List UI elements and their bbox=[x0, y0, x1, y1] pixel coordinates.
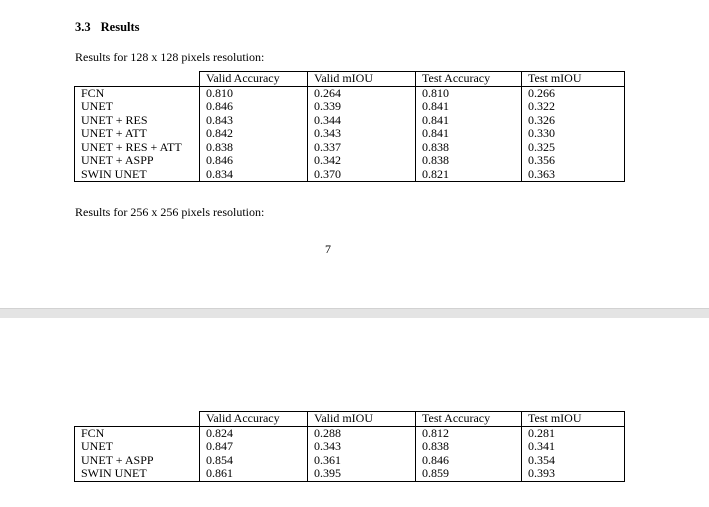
metric-cell: 0.810 bbox=[415, 86, 522, 100]
table-caption-256: Results for 256 x 256 pixels resolution: bbox=[75, 205, 265, 219]
header-cell: Valid mIOU bbox=[307, 411, 416, 427]
table-header-row: Valid Accuracy Valid mIOU Test Accuracy Tes… bbox=[74, 411, 625, 427]
document-page-2: Valid Accuracy Valid mIOU Test Accuracy Tes… bbox=[0, 318, 709, 507]
metric-cell: 0.363 bbox=[521, 167, 625, 182]
table-caption-128: Results for 128 x 128 pixels resolution: bbox=[75, 50, 265, 64]
model-name-cell: SWIN UNET bbox=[74, 466, 200, 482]
table-row: UNET + ASPP 0.854 0.361 0.846 0.354 bbox=[74, 453, 625, 467]
metric-cell: 0.343 bbox=[307, 439, 416, 454]
header-cell: Test mIOU bbox=[521, 71, 625, 87]
header-cell: Valid Accuracy bbox=[199, 71, 308, 87]
table-row: SWIN UNET 0.861 0.395 0.859 0.393 bbox=[74, 466, 625, 482]
metric-cell: 0.854 bbox=[199, 453, 308, 467]
metric-cell: 0.337 bbox=[307, 140, 416, 154]
metric-cell: 0.344 bbox=[307, 113, 416, 127]
model-name-cell: UNET + RES bbox=[74, 113, 200, 127]
metric-cell: 0.841 bbox=[415, 113, 522, 127]
metric-cell: 0.326 bbox=[521, 113, 625, 127]
header-cell: Valid mIOU bbox=[307, 71, 416, 87]
table-row: UNET + ATT 0.842 0.343 0.841 0.330 bbox=[74, 126, 625, 141]
metric-cell: 0.354 bbox=[521, 453, 625, 467]
metric-cell: 0.861 bbox=[199, 466, 308, 482]
section-title: Results bbox=[100, 20, 140, 34]
metric-cell: 0.330 bbox=[521, 126, 625, 141]
metric-cell: 0.838 bbox=[199, 140, 308, 154]
metric-cell: 0.266 bbox=[521, 86, 625, 100]
page-number: 7 bbox=[325, 242, 331, 256]
metric-cell: 0.288 bbox=[307, 426, 416, 440]
metric-cell: 0.843 bbox=[199, 113, 308, 127]
metric-cell: 0.824 bbox=[199, 426, 308, 440]
metric-cell: 0.281 bbox=[521, 426, 625, 440]
model-name-cell: UNET bbox=[74, 439, 200, 454]
model-name-cell: FCN bbox=[74, 85, 200, 100]
metric-cell: 0.842 bbox=[199, 126, 308, 141]
header-cell: Test Accuracy bbox=[415, 411, 522, 427]
metric-cell: 0.838 bbox=[415, 140, 522, 154]
metric-cell: 0.846 bbox=[199, 153, 308, 168]
header-cell-blank bbox=[74, 411, 200, 427]
metric-cell: 0.325 bbox=[521, 140, 625, 154]
metric-cell: 0.361 bbox=[307, 453, 416, 467]
metric-cell: 0.393 bbox=[521, 466, 625, 482]
metric-cell: 0.370 bbox=[307, 167, 416, 182]
metric-cell: 0.342 bbox=[307, 153, 416, 168]
metric-cell: 0.847 bbox=[199, 439, 308, 454]
model-name-cell: UNET bbox=[74, 99, 200, 114]
metric-cell: 0.859 bbox=[415, 466, 522, 482]
header-cell: Test Accuracy bbox=[415, 71, 522, 87]
table-row: UNET + RES + ATT 0.838 0.337 0.838 0.325 bbox=[74, 140, 625, 154]
metric-cell: 0.846 bbox=[199, 99, 308, 114]
metric-cell: 0.838 bbox=[415, 153, 522, 168]
results-table-128: Valid Accuracy Valid mIOU Test Accuracy Tes… bbox=[74, 71, 625, 182]
metric-cell: 0.810 bbox=[199, 86, 308, 100]
table-header-row: Valid Accuracy Valid mIOU Test Accuracy Tes… bbox=[74, 71, 625, 87]
metric-cell: 0.846 bbox=[415, 453, 522, 467]
metric-cell: 0.264 bbox=[307, 86, 416, 100]
model-name-cell: UNET + ASPP bbox=[74, 153, 200, 168]
section-heading: 3.3 Results bbox=[75, 20, 140, 35]
table-row: UNET + ASPP 0.846 0.342 0.838 0.356 bbox=[74, 153, 625, 168]
metric-cell: 0.841 bbox=[415, 126, 522, 141]
metric-cell: 0.341 bbox=[521, 439, 625, 454]
metric-cell: 0.821 bbox=[415, 167, 522, 182]
metric-cell: 0.395 bbox=[307, 466, 416, 482]
metric-cell: 0.812 bbox=[415, 426, 522, 440]
table-row: FCN 0.810 0.264 0.810 0.266 bbox=[74, 85, 625, 100]
table-row: FCN 0.824 0.288 0.812 0.281 bbox=[74, 425, 625, 440]
metric-cell: 0.841 bbox=[415, 99, 522, 114]
model-name-cell: SWIN UNET bbox=[74, 167, 200, 182]
header-cell: Test mIOU bbox=[521, 411, 625, 427]
model-name-cell: FCN bbox=[74, 425, 200, 440]
results-table-256: Valid Accuracy Valid mIOU Test Accuracy Tes… bbox=[74, 411, 625, 482]
table-row: UNET + RES 0.843 0.344 0.841 0.326 bbox=[74, 113, 625, 127]
metric-cell: 0.834 bbox=[199, 167, 308, 182]
model-name-cell: UNET + RES + ATT bbox=[74, 140, 200, 154]
document-page-1: 3.3 Results Results for 128 x 128 pixels … bbox=[74, 20, 625, 256]
header-cell: Valid Accuracy bbox=[199, 411, 308, 427]
metric-cell: 0.339 bbox=[307, 99, 416, 114]
header-cell-blank bbox=[74, 71, 200, 87]
model-name-cell: UNET + ASPP bbox=[74, 453, 200, 467]
metric-cell: 0.343 bbox=[307, 126, 416, 141]
metric-cell: 0.322 bbox=[521, 99, 625, 114]
model-name-cell: UNET + ATT bbox=[74, 126, 200, 141]
metric-cell: 0.838 bbox=[415, 439, 522, 454]
section-number: 3.3 bbox=[75, 20, 91, 34]
table-row: UNET 0.846 0.339 0.841 0.322 bbox=[74, 99, 625, 114]
table-row: UNET 0.847 0.343 0.838 0.341 bbox=[74, 439, 625, 454]
table-row: SWIN UNET 0.834 0.370 0.821 0.363 bbox=[74, 167, 625, 182]
metric-cell: 0.356 bbox=[521, 153, 625, 168]
